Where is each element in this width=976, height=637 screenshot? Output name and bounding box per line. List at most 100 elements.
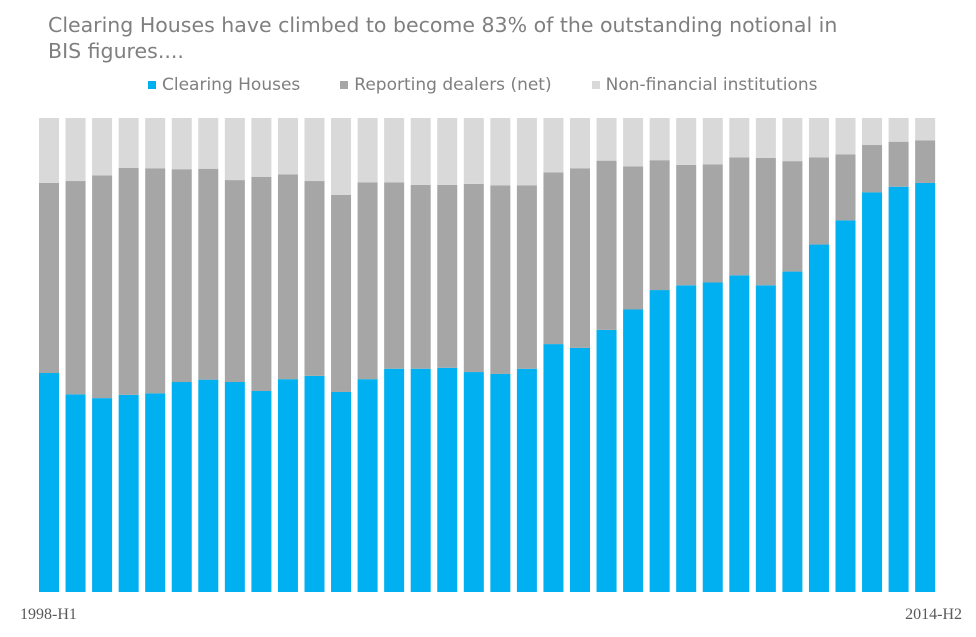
bar-segment-reporting-dealers-4 <box>145 168 166 394</box>
bar-segment-reporting-dealers-16 <box>463 183 484 373</box>
bar-segment-non-financial-4 <box>145 118 166 169</box>
bar-segment-non-financial-30 <box>835 118 856 155</box>
bar-segment-clearing-houses-14 <box>410 368 431 592</box>
bar-segment-clearing-houses-32 <box>888 186 909 593</box>
bar-segment-non-financial-28 <box>782 118 803 162</box>
bar-segment-reporting-dealers-1 <box>65 181 86 395</box>
bar-segment-non-financial-33 <box>915 118 936 141</box>
legend-swatch-reporting-dealers <box>340 81 349 89</box>
bar-segment-reporting-dealers-10 <box>304 181 325 376</box>
bar-segment-reporting-dealers-28 <box>782 161 803 272</box>
bar-segment-reporting-dealers-27 <box>755 157 776 286</box>
bar-segment-clearing-houses-1 <box>65 394 86 592</box>
bar-segment-reporting-dealers-14 <box>410 184 431 369</box>
bar-segment-clearing-houses-5 <box>171 382 192 592</box>
bar-segment-non-financial-2 <box>92 118 113 176</box>
bar-segment-non-financial-11 <box>331 118 352 195</box>
x-axis-end-label: 2014-H2 <box>905 606 962 623</box>
bar-segment-reporting-dealers-5 <box>171 169 192 383</box>
bar-segment-clearing-houses-4 <box>145 393 166 592</box>
bar-segment-reporting-dealers-3 <box>118 167 139 395</box>
legend-swatch-non-financial <box>591 81 600 89</box>
bar-segment-clearing-houses-0 <box>39 373 59 592</box>
bar-segment-clearing-houses-3 <box>118 394 139 592</box>
bar-segment-reporting-dealers-12 <box>357 182 378 380</box>
chart-legend: Clearing Houses Reporting dealers (net) … <box>148 75 858 95</box>
bar-segment-reporting-dealers-24 <box>676 164 697 286</box>
bar-segment-clearing-houses-7 <box>224 382 245 592</box>
bar-segment-non-financial-15 <box>437 118 458 185</box>
bar-segment-clearing-houses-30 <box>835 220 856 592</box>
legend-item-non-financial: Non-financial institutions <box>591 75 818 95</box>
bar-segment-non-financial-31 <box>862 118 883 146</box>
bar-segment-clearing-houses-17 <box>490 373 511 592</box>
bar-segment-non-financial-5 <box>171 118 192 170</box>
bar-segment-reporting-dealers-8 <box>251 176 272 392</box>
x-axis-start-label: 1998-H1 <box>20 606 77 623</box>
bar-segment-reporting-dealers-33 <box>915 140 936 183</box>
bar-segment-non-financial-8 <box>251 118 272 177</box>
bar-segment-non-financial-27 <box>755 118 776 158</box>
bar-segment-clearing-houses-22 <box>623 309 644 592</box>
bar-segment-non-financial-25 <box>702 118 723 165</box>
bar-segment-non-financial-7 <box>224 118 245 181</box>
bar-segment-clearing-houses-19 <box>543 344 564 592</box>
bar-segment-non-financial-29 <box>808 118 829 158</box>
bar-segment-reporting-dealers-11 <box>331 194 352 392</box>
bar-segment-clearing-houses-25 <box>702 282 723 592</box>
bar-segment-non-financial-0 <box>39 118 59 183</box>
bar-segment-clearing-houses-8 <box>251 391 272 592</box>
bar-segment-clearing-houses-13 <box>384 368 405 592</box>
legend-label-clearing-houses: Clearing Houses <box>162 75 301 95</box>
bar-segment-non-financial-1 <box>65 118 86 182</box>
bar-segment-reporting-dealers-17 <box>490 185 511 374</box>
bar-segment-reporting-dealers-30 <box>835 154 856 221</box>
bar-segment-non-financial-17 <box>490 118 511 186</box>
bar-segment-non-financial-20 <box>570 118 590 169</box>
bar-segment-clearing-houses-10 <box>304 375 325 592</box>
bar-segment-clearing-houses-2 <box>92 398 113 592</box>
bar-segment-reporting-dealers-20 <box>570 168 590 348</box>
bar-segment-clearing-houses-28 <box>782 271 803 592</box>
bar-segment-clearing-houses-9 <box>277 379 298 592</box>
bar-segment-clearing-houses-11 <box>331 391 352 592</box>
bar-segment-reporting-dealers-19 <box>543 172 564 345</box>
bar-segment-non-financial-32 <box>888 118 909 142</box>
bar-segment-clearing-houses-24 <box>676 285 697 592</box>
bar-segment-clearing-houses-26 <box>729 275 750 592</box>
legend-label-non-financial: Non-financial institutions <box>605 75 818 95</box>
bar-segment-reporting-dealers-32 <box>888 141 909 187</box>
bar-segment-reporting-dealers-18 <box>516 185 537 369</box>
bar-segment-reporting-dealers-31 <box>862 145 883 193</box>
bar-segment-reporting-dealers-2 <box>92 175 113 399</box>
bar-segment-reporting-dealers-13 <box>384 182 405 369</box>
bar-segment-clearing-houses-29 <box>808 244 829 592</box>
bar-segment-non-financial-6 <box>198 118 219 169</box>
bar-segment-reporting-dealers-26 <box>729 157 750 276</box>
bar-segment-clearing-houses-31 <box>862 192 883 593</box>
bar-segment-clearing-houses-33 <box>915 182 936 592</box>
bar-segment-reporting-dealers-9 <box>277 174 298 380</box>
bar-segment-reporting-dealers-29 <box>808 157 829 245</box>
bar-segment-reporting-dealers-15 <box>437 184 458 368</box>
chart-title: Clearing Houses have climbed to become 8… <box>48 13 838 63</box>
bar-segment-clearing-houses-27 <box>755 285 776 592</box>
bar-segment-non-financial-18 <box>516 118 537 186</box>
bar-segment-clearing-houses-15 <box>437 367 458 592</box>
bar-segment-non-financial-12 <box>357 118 378 183</box>
bar-segment-non-financial-23 <box>649 118 670 161</box>
bar-segment-non-financial-14 <box>410 118 431 185</box>
bar-segment-reporting-dealers-21 <box>596 160 617 330</box>
legend-item-reporting-dealers: Reporting dealers (net) <box>340 75 552 95</box>
bar-segment-clearing-houses-20 <box>570 347 590 592</box>
bar-segment-non-financial-19 <box>543 118 564 173</box>
bar-segment-reporting-dealers-22 <box>623 166 644 310</box>
bar-segment-non-financial-13 <box>384 118 405 183</box>
bar-segment-reporting-dealers-25 <box>702 164 723 283</box>
bar-segment-reporting-dealers-0 <box>39 182 59 374</box>
bar-segment-non-financial-22 <box>623 118 644 167</box>
bar-segment-clearing-houses-12 <box>357 379 378 592</box>
legend-label-reporting-dealers: Reporting dealers (net) <box>354 75 552 95</box>
bar-segment-non-financial-9 <box>277 118 298 175</box>
